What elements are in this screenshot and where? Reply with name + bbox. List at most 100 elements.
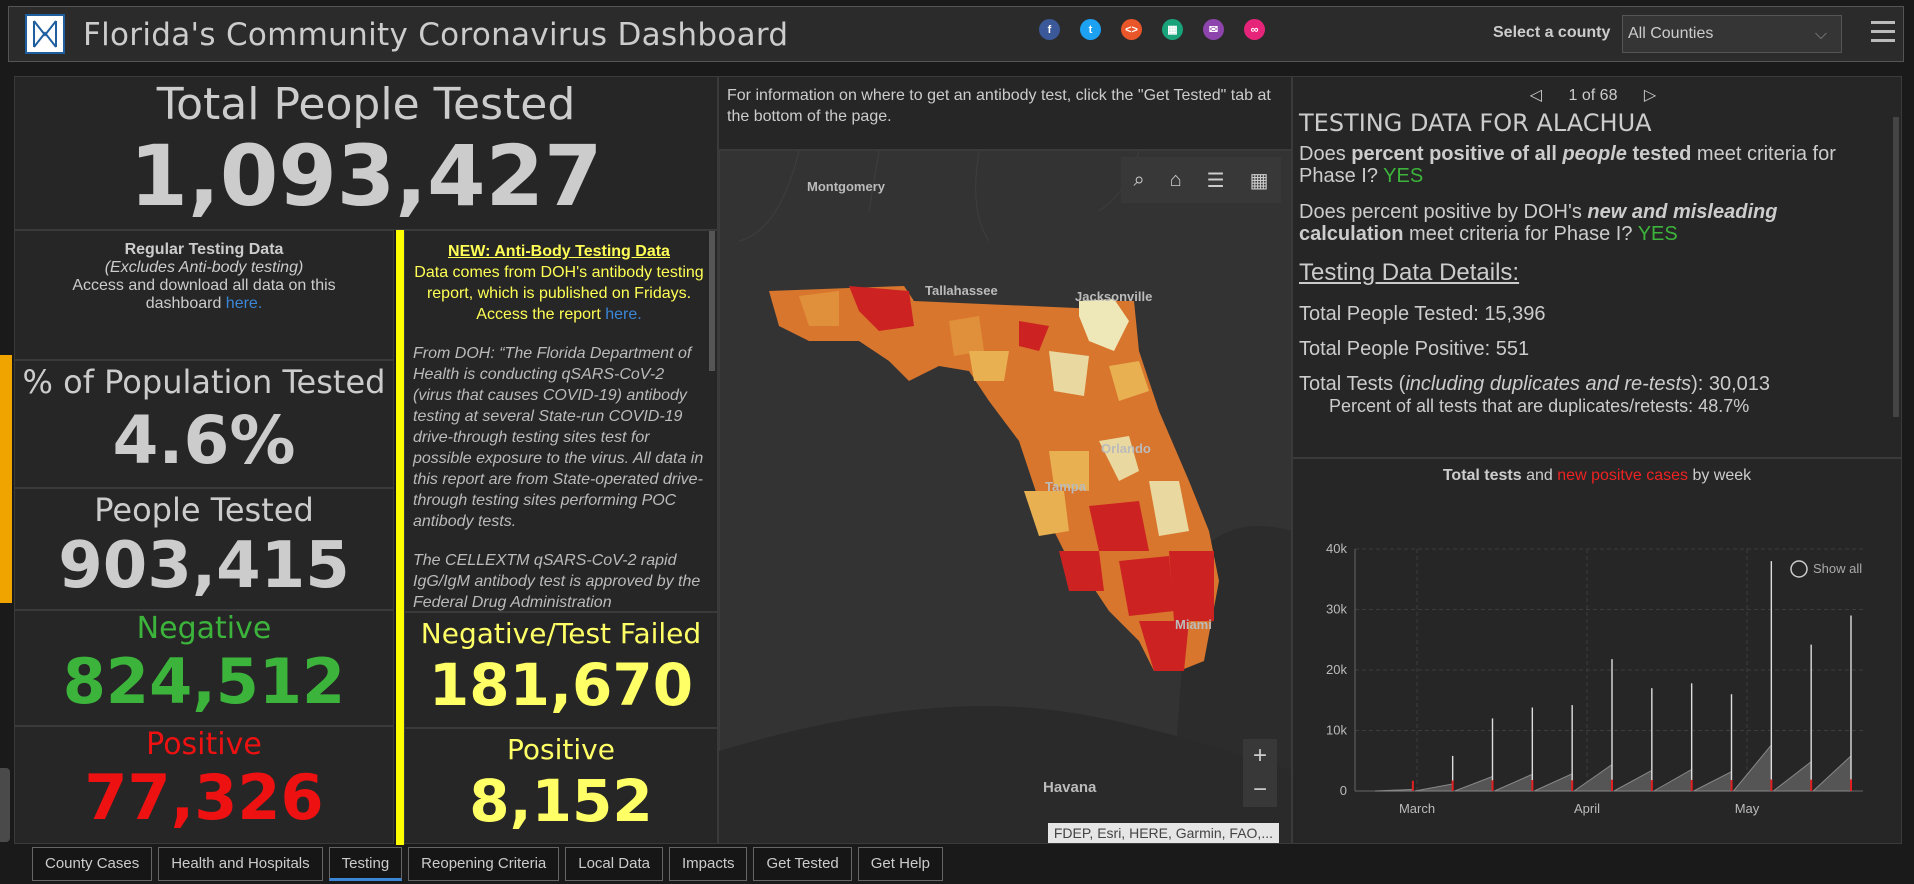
- weekly-tests-chart-panel: Total tests and new positve cases by wee…: [1292, 458, 1902, 844]
- weekly-tests-chart[interactable]: 0 10k 20k 30k 40k March April May Show all: [1293, 485, 1903, 825]
- chart-area-segment: [1494, 773, 1533, 792]
- info-scrollbar[interactable]: [1893, 117, 1899, 417]
- chart-area-segment: [1572, 763, 1613, 792]
- search-icon[interactable]: ⌕: [1133, 168, 1145, 191]
- county-select-value: All Counties: [1628, 25, 1714, 42]
- county-select-dropdown[interactable]: All Counties ⌵: [1622, 15, 1842, 53]
- regular-data-link[interactable]: here.: [225, 295, 263, 312]
- embed-icon[interactable]: <>: [1121, 19, 1142, 40]
- antibody-body-1: From DOH: “The Florida Department of Hea…: [413, 345, 704, 530]
- next-page-icon[interactable]: ▷: [1643, 87, 1657, 104]
- chart-x-tick-label: April: [1574, 801, 1600, 816]
- positive-title: Positive: [146, 727, 262, 762]
- tab-local-data[interactable]: Local Data: [565, 847, 663, 881]
- chart-area-segment: [1374, 788, 1414, 792]
- chart-area-segment: [1771, 760, 1812, 792]
- antibody-positive-title: Positive: [507, 733, 615, 766]
- home-icon[interactable]: ⌂: [1169, 168, 1182, 191]
- people-tested-panel: People Tested 903,415: [14, 488, 394, 610]
- antibody-negative-value: 181,670: [428, 651, 694, 719]
- phase-question-1: Does percent positive of all people test…: [1299, 143, 1836, 187]
- negative-value: 824,512: [62, 645, 346, 718]
- antibody-negative-title: Negative/Test Failed: [420, 617, 702, 650]
- hamburger-menu-icon[interactable]: [1871, 21, 1895, 43]
- people-tested-value: 903,415: [58, 529, 350, 603]
- people-tested-line: Total People Tested: 15,396: [1299, 303, 1546, 325]
- tab-get-tested[interactable]: Get Tested: [753, 847, 852, 881]
- regular-testing-subtitle: (Excludes Anti-body testing): [104, 259, 304, 276]
- city-label-tampa: Tampa: [1045, 479, 1086, 494]
- chart-show-all-button[interactable]: Show all: [1813, 561, 1862, 576]
- total-tested-panel: Total People Tested 1,093,427: [14, 76, 718, 230]
- chart-y-tick-label: 30k: [1326, 602, 1347, 617]
- total-tests-line: Total Tests (including duplicates and re…: [1299, 373, 1771, 395]
- tab-county-cases[interactable]: County Cases: [32, 847, 153, 881]
- antibody-text: Data comes from DOH's antibody testing r…: [414, 264, 704, 323]
- county-info-title: TESTING DATA FOR ALACHUA: [1299, 109, 1652, 137]
- side-panel-toggle[interactable]: [0, 355, 12, 603]
- negative-panel: Negative 824,512: [14, 610, 394, 726]
- population-tested-panel: % of Population Tested 4.6%: [14, 360, 394, 488]
- zoom-in-button[interactable]: +: [1252, 742, 1267, 769]
- antibody-testing-panel: NEW: Anti-Body Testing Data Data comes f…: [404, 230, 718, 612]
- phase-answer-1: YES: [1383, 165, 1424, 187]
- bottom-tabs: County Cases Health and Hospitals Testin…: [32, 847, 943, 881]
- map-attribution[interactable]: FDEP, Esri, HERE, Garmin, FAO,...: [1047, 823, 1279, 843]
- prev-page-icon[interactable]: ◁: [1529, 87, 1543, 104]
- regular-testing-text: Access and download all data on this das…: [72, 277, 336, 312]
- email-icon[interactable]: ✉: [1203, 19, 1224, 40]
- chart-area-segment: [1811, 754, 1852, 792]
- people-positive-line: Total People Positive: 551: [1299, 338, 1530, 360]
- chart-y-tick-label: 10k: [1326, 723, 1347, 738]
- city-label-havana: Havana: [1043, 779, 1097, 796]
- total-tested-title: Total People Tested: [156, 79, 576, 130]
- city-label-miami: Miami: [1175, 617, 1212, 632]
- city-label-orlando: Orlando: [1101, 441, 1151, 456]
- link-icon[interactable]: ∞: [1244, 19, 1265, 40]
- duplicates-line: Percent of all tests that are duplicates…: [1329, 396, 1750, 416]
- regular-testing-panel: Regular Testing Data (Excludes Anti-body…: [14, 230, 394, 360]
- chart-title: Total tests and new positve cases by wee…: [1442, 467, 1752, 484]
- basemap-gallery-icon[interactable]: ▦: [1249, 169, 1269, 192]
- chart-y-tick-label: 20k: [1326, 662, 1347, 677]
- florida-map[interactable]: Montgomery Tallahassee Jacksonville Orla…: [718, 150, 1292, 844]
- chart-area-segment: [1454, 775, 1493, 792]
- tab-reopening-criteria[interactable]: Reopening Criteria: [408, 847, 560, 881]
- testing-details-heading: Testing Data Details:: [1299, 259, 1520, 286]
- grid-icon[interactable]: ▦: [1162, 19, 1183, 40]
- legend-list-icon[interactable]: ☰: [1206, 169, 1225, 192]
- tab-get-help[interactable]: Get Help: [857, 847, 943, 881]
- chart-area-segment: [1414, 783, 1454, 792]
- positive-panel: Positive 77,326: [14, 726, 394, 844]
- antibody-title: NEW: Anti-Body Testing Data: [448, 243, 670, 260]
- zoom-out-button[interactable]: −: [1252, 776, 1267, 803]
- regular-testing-title: Regular Testing Data: [124, 241, 284, 258]
- side-widget-handle[interactable]: [0, 768, 10, 842]
- header-bar: Florida's Community Coronavirus Dashboar…: [8, 6, 1904, 62]
- map-info-text: For information on where to get an antib…: [718, 76, 1292, 150]
- antibody-report-link[interactable]: here.: [605, 306, 642, 323]
- tab-impacts[interactable]: Impacts: [668, 847, 748, 881]
- dashboard-title: Florida's Community Coronavirus Dashboar…: [83, 17, 789, 53]
- tab-health-hospitals[interactable]: Health and Hospitals: [158, 847, 323, 881]
- pager-text: 1 of 68: [1568, 87, 1618, 104]
- chevron-down-icon: ⌵: [1814, 26, 1827, 43]
- chart-area-segment: [1613, 769, 1653, 792]
- total-tested-value: 1,093,427: [129, 127, 603, 225]
- social-share-bar: f t <> ▦ ✉ ∞: [1039, 19, 1265, 40]
- twitter-icon[interactable]: t: [1080, 19, 1101, 40]
- antibody-divider: [396, 230, 404, 845]
- tab-testing[interactable]: Testing: [328, 847, 403, 881]
- chart-area-segment: [1693, 770, 1732, 792]
- antibody-scrollbar[interactable]: [709, 231, 715, 371]
- city-label-jacksonville: Jacksonville: [1075, 289, 1153, 304]
- zoom-out-icon: [1790, 560, 1808, 578]
- chart-y-tick-label: 40k: [1326, 541, 1347, 556]
- zoom-controls: + −: [1243, 739, 1277, 807]
- antibody-negative-panel: Negative/Test Failed 181,670: [404, 612, 718, 728]
- positive-value: 77,326: [84, 761, 324, 834]
- population-tested-value: 4.6%: [112, 402, 296, 479]
- people-tested-title: People Tested: [94, 491, 314, 529]
- facebook-icon[interactable]: f: [1039, 19, 1060, 40]
- info-pager: ◁ 1 of 68 ▷: [1299, 85, 1887, 105]
